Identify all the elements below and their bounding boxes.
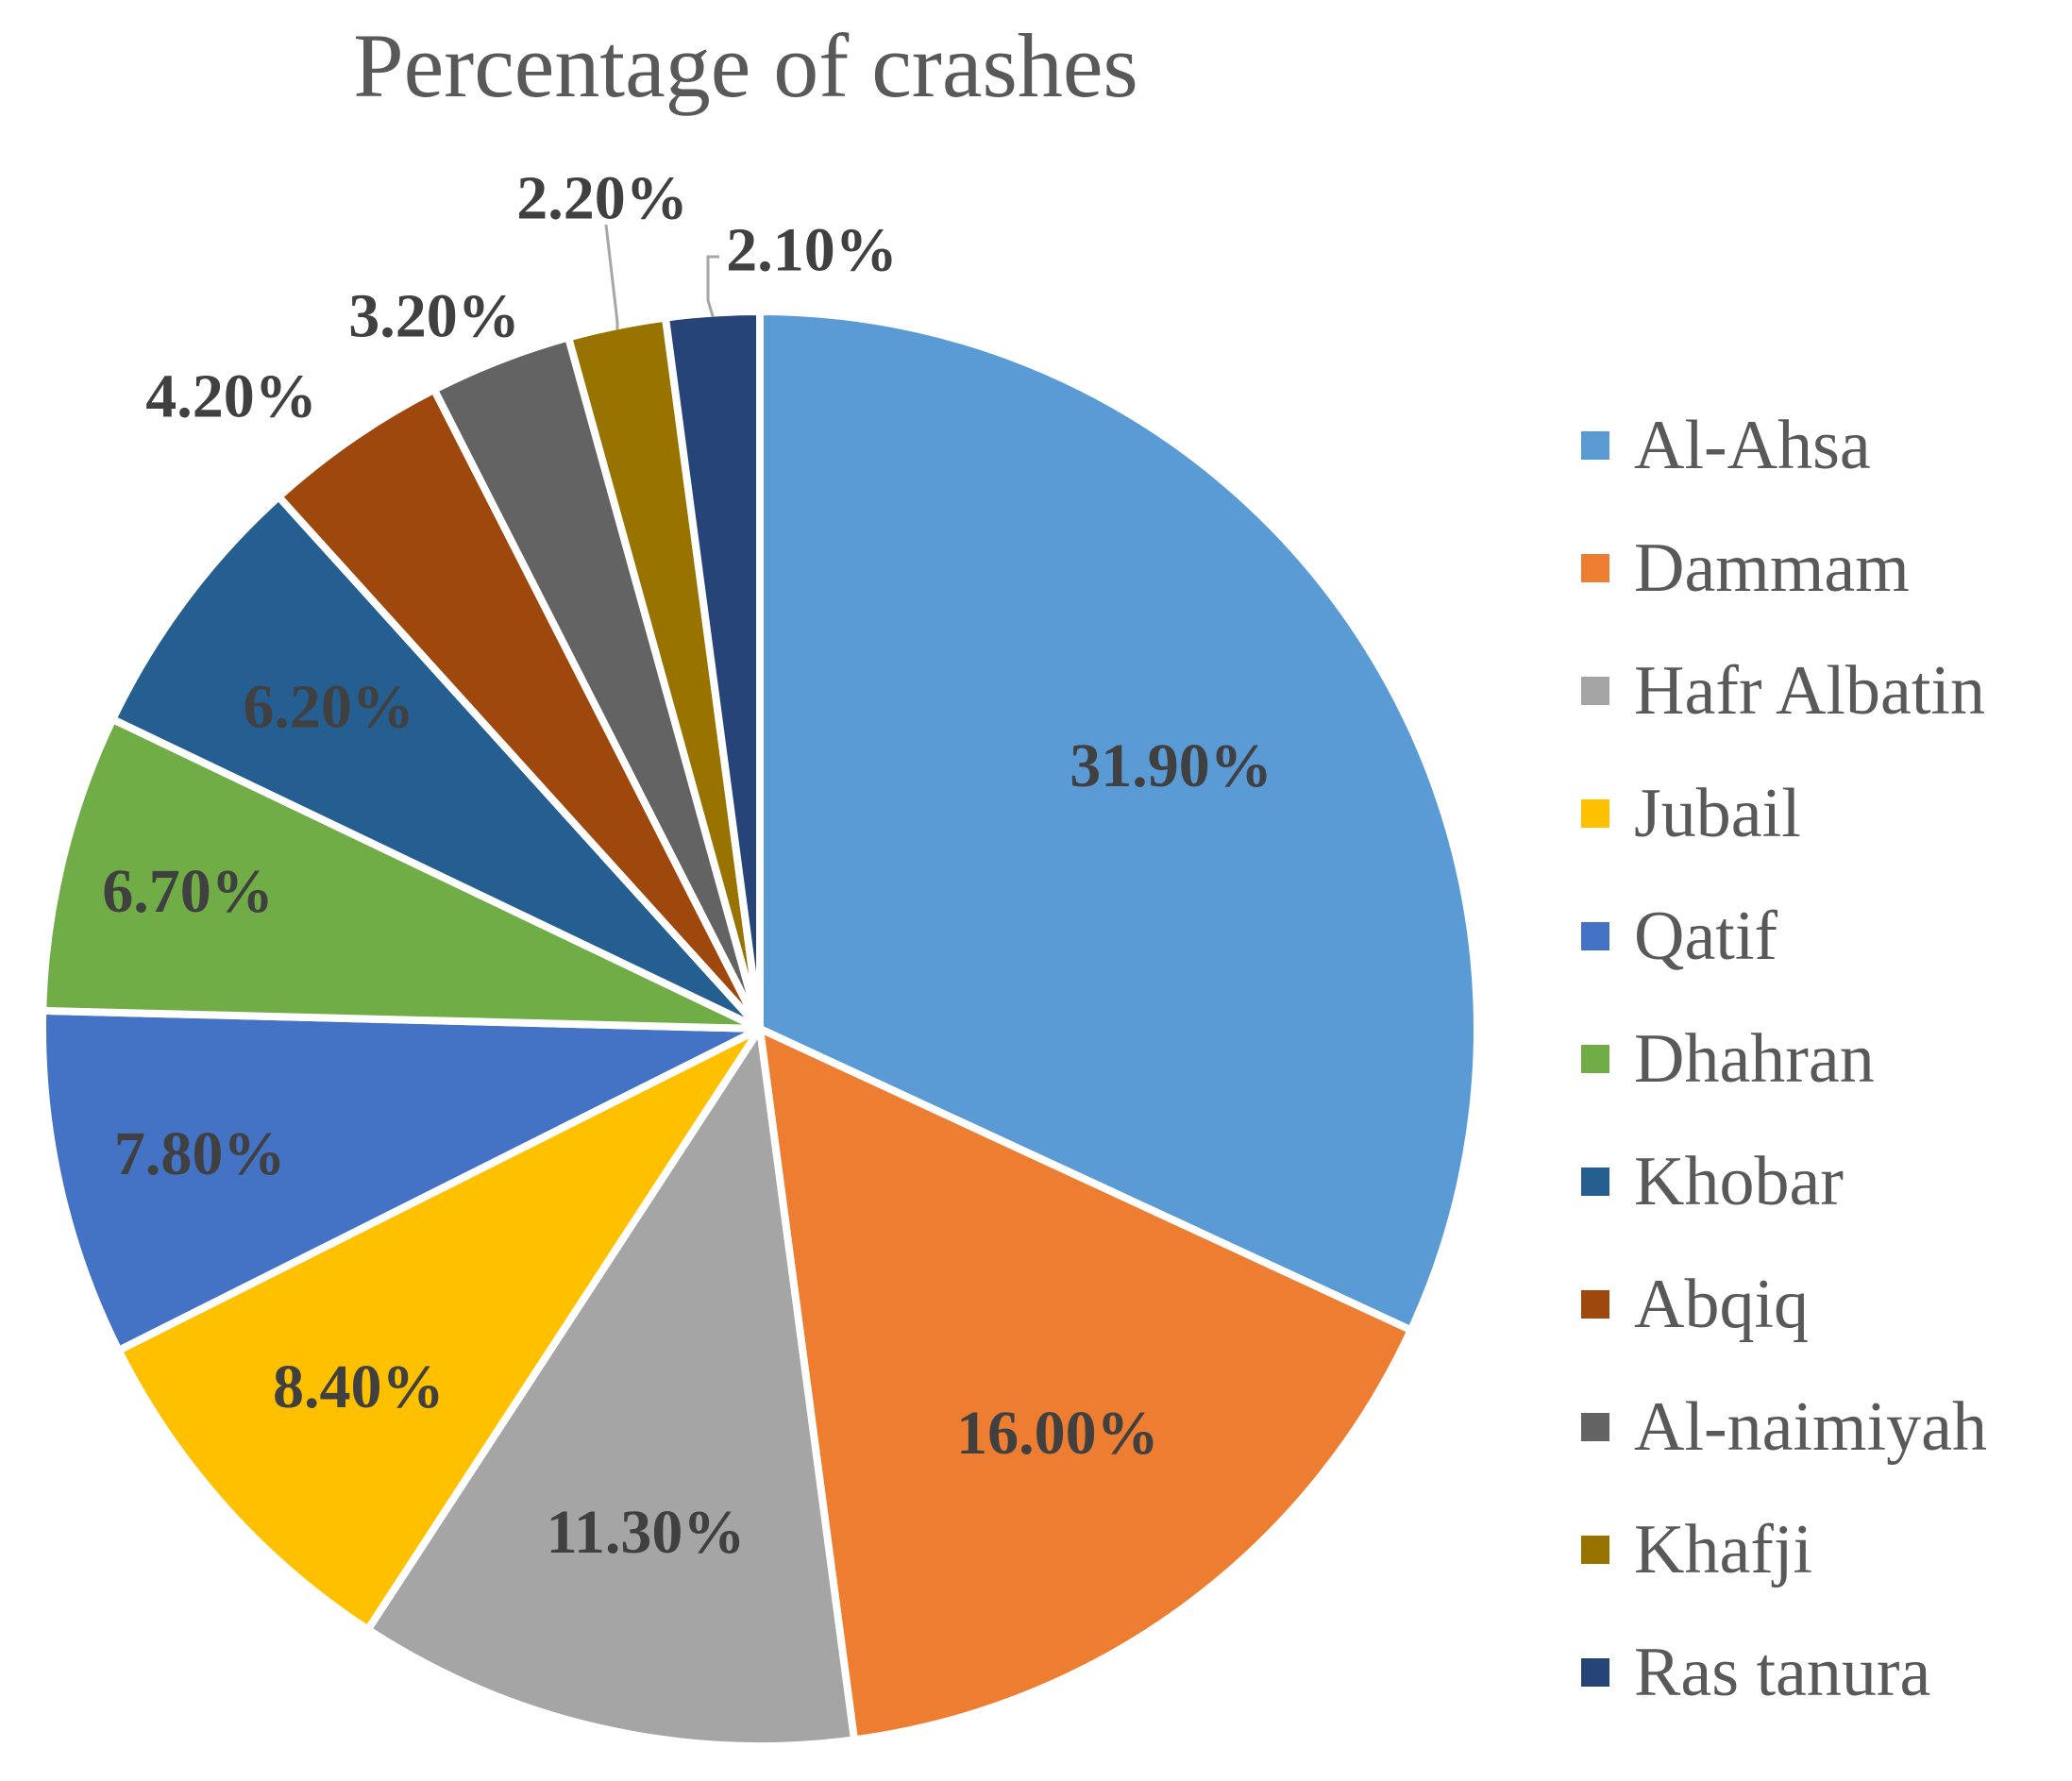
legend-label-abqiq: Abqiq: [1634, 1266, 1809, 1343]
legend-swatch-dhahran: [1581, 1045, 1609, 1073]
legend-label-qatif: Qatif: [1634, 898, 1777, 975]
legend-label-jubail: Jubail: [1634, 775, 1801, 852]
pie-slice-al-ahsa: [756, 308, 1481, 1335]
leader-line-ras-tanura: [706, 255, 719, 318]
pie-slice-dhahran: [39, 715, 764, 1033]
leader-line-khafji: [604, 224, 619, 330]
pie-slices: [39, 308, 1481, 1750]
legend: Al-Ahsa Dammam Hafr Albatin Jubail Qatif Dhah…: [1581, 407, 1987, 1711]
legend-label-khafji: Khafji: [1634, 1511, 1812, 1588]
data-label-dammam: 16.00%: [956, 1399, 1159, 1468]
legend-swatch-qatif: [1581, 922, 1609, 950]
legend-label-hafr-albatin: Hafr Albatin: [1634, 652, 1985, 730]
legend-swatch-hafr-albatin: [1581, 677, 1609, 705]
legend-label-al-ahsa: Al-Ahsa: [1634, 407, 1871, 484]
data-labels: 31.90% 16.00% 11.30% 8.40% 7.80% 6.70% 6.20% 4.…: [102, 164, 1272, 1568]
pie-slice-khobar: [109, 493, 764, 1033]
legend-label-khobar: Khobar: [1634, 1143, 1844, 1220]
legend-swatch-al-ahsa: [1581, 431, 1609, 460]
data-label-dhahran: 6.70%: [102, 857, 274, 926]
chart-title: Percentage of crashes: [353, 15, 1138, 116]
legend-swatch-al-naimiyah: [1581, 1413, 1609, 1441]
data-label-qatif: 7.80%: [114, 1119, 286, 1188]
data-label-khobar: 6.20%: [243, 673, 414, 742]
leader-lines: [604, 224, 719, 330]
legend-swatch-khafji: [1581, 1536, 1609, 1564]
pie-slice-jubail: [114, 1025, 764, 1634]
legend-label-al-naimiyah: Al-naimiyah: [1634, 1388, 1987, 1466]
legend-swatch-khobar: [1581, 1168, 1609, 1196]
data-label-al-naimiyah: 3.20%: [348, 282, 520, 351]
legend-swatch-ras-tanura: [1581, 1658, 1609, 1687]
legend-label-ras-tanura: Ras tanura: [1634, 1634, 1930, 1711]
legend-swatch-abqiq: [1581, 1290, 1609, 1319]
legend-label-dhahran: Dhahran: [1634, 1020, 1875, 1098]
data-label-jubail: 8.40%: [273, 1353, 445, 1421]
pie-slice-dammam: [756, 1025, 1415, 1744]
legend-swatch-dammam: [1581, 554, 1609, 582]
data-label-khafji: 2.20%: [516, 164, 688, 233]
data-label-ras-tanura: 2.10%: [726, 216, 898, 285]
data-label-hafr-albatin: 11.30%: [547, 1498, 746, 1567]
data-label-abqiq: 4.20%: [145, 362, 317, 431]
data-label-al-ahsa: 31.90%: [1070, 731, 1272, 800]
pie-slice-qatif: [39, 1006, 764, 1354]
legend-swatch-jubail: [1581, 799, 1609, 828]
pie-slice-hafr-albatin: [363, 1025, 858, 1750]
legend-label-dammam: Dammam: [1634, 529, 1910, 607]
